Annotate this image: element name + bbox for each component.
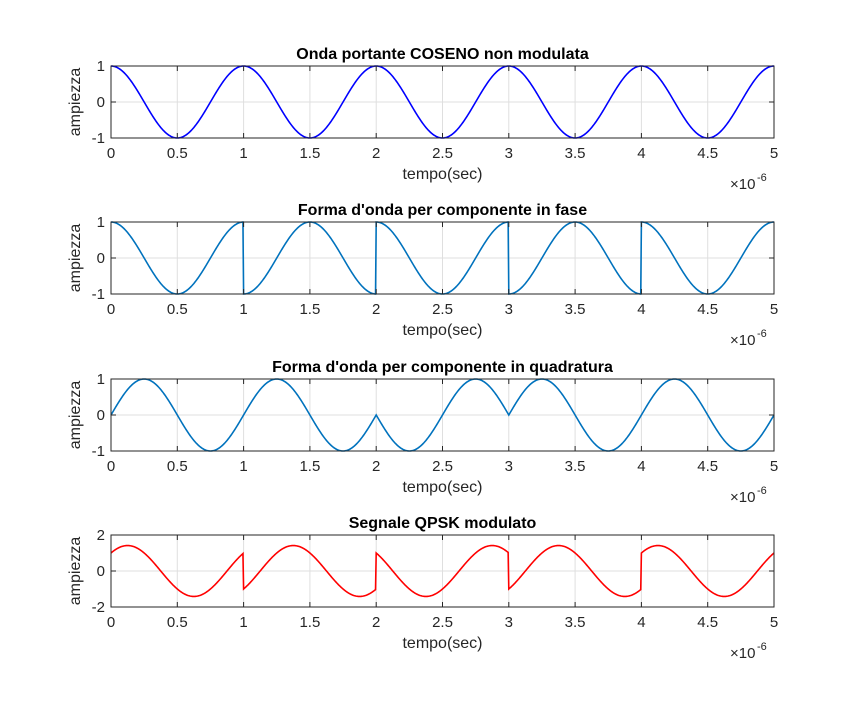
subplot-2-ytick-label-2: 1 — [97, 214, 105, 231]
subplot-3-xtick-label-2: 1 — [239, 458, 247, 475]
subplot-1-xtick-label-4: 2 — [372, 145, 380, 162]
subplot-1-xtick-label-8: 4 — [637, 145, 645, 162]
subplot-4-xtick-label-3: 1.5 — [299, 614, 320, 631]
subplot-1-xtick-label-2: 1 — [239, 145, 247, 162]
subplot-2-xtick-label-7: 3.5 — [565, 301, 586, 318]
subplot-2-xtick-label-6: 3 — [505, 301, 513, 318]
subplot-4-ylabel: ampiezza — [67, 537, 84, 606]
subplot-3-xtick-label-3: 1.5 — [299, 458, 320, 475]
subplot-1-xtick-label-6: 3 — [505, 145, 513, 162]
subplot-4-xlabel: tempo(sec) — [402, 635, 482, 652]
subplot-3-xtick-label-5: 2.5 — [432, 458, 453, 475]
subplot-1-ylabel: ampiezza — [67, 68, 84, 137]
subplot-2-xtick-label-10: 5 — [770, 301, 778, 318]
subplot-3-ytick-label-1: 0 — [97, 407, 105, 424]
subplot-3-ytick-label-0: -1 — [92, 443, 105, 460]
subplot-4-xtick-label-8: 4 — [637, 614, 645, 631]
subplot-1-xtick-label-3: 1.5 — [299, 145, 320, 162]
subplot-3-series-line — [110, 378, 775, 452]
subplot-2-x-exponent-power: -6 — [757, 328, 767, 340]
subplot-2-xtick-label-4: 2 — [372, 301, 380, 318]
subplot-4-series-line — [110, 544, 775, 598]
subplot-3-ylabel: ampiezza — [67, 381, 84, 450]
subplot-1-xtick-label-5: 2.5 — [432, 145, 453, 162]
subplot-3-xtick-label-10: 5 — [770, 458, 778, 475]
subplot-3-x-exponent-power: -6 — [757, 485, 767, 497]
subplot-3-xtick-label-1: 0.5 — [167, 458, 188, 475]
subplot-4-x-exponent-power: -6 — [757, 641, 767, 653]
subplot-2-xtick-label-2: 1 — [239, 301, 247, 318]
subplot-4-xtick-label-1: 0.5 — [167, 614, 188, 631]
subplot-3-xtick-label-9: 4.5 — [697, 458, 718, 475]
subplot-1-xtick-label-9: 4.5 — [697, 145, 718, 162]
subplot-2-xtick-label-9: 4.5 — [697, 301, 718, 318]
subplot-2-ytick-label-1: 0 — [97, 250, 105, 267]
subplot-3-xtick-label-7: 3.5 — [565, 458, 586, 475]
subplot-2-ylabel: ampiezza — [67, 224, 84, 293]
subplot-4-title: Segnale QPSK modulato — [349, 515, 537, 532]
subplot-2-xtick-label-3: 1.5 — [299, 301, 320, 318]
subplot-1-ytick-label-2: 1 — [97, 58, 105, 75]
subplot-4-ytick-label-2: 2 — [97, 527, 105, 544]
subplot-1-ytick-label-1: 0 — [97, 94, 105, 111]
subplot-2-title: Forma d'onda per componente in fase — [298, 202, 587, 219]
subplot-4-xtick-label-7: 3.5 — [565, 614, 586, 631]
subplot-4-xtick-label-4: 2 — [372, 614, 380, 631]
subplot-1-xtick-label-7: 3.5 — [565, 145, 586, 162]
subplot-1-title: Onda portante COSENO non modulata — [296, 46, 589, 63]
subplot-3-xtick-label-8: 4 — [637, 458, 645, 475]
subplot-4-xtick-label-9: 4.5 — [697, 614, 718, 631]
subplot-1-ytick-label-0: -1 — [92, 130, 105, 147]
subplot-1-xtick-label-10: 5 — [770, 145, 778, 162]
subplot-4-xtick-label-5: 2.5 — [432, 614, 453, 631]
subplot-3-xtick-label-6: 3 — [505, 458, 513, 475]
subplot-3-ytick-label-2: 1 — [97, 371, 105, 388]
subplot-2-xtick-label-8: 4 — [637, 301, 645, 318]
subplot-1-x-exponent-power: -6 — [757, 172, 767, 184]
subplot-3-xlabel: tempo(sec) — [402, 479, 482, 496]
subplot-3-xtick-label-4: 2 — [372, 458, 380, 475]
subplot-3-title: Forma d'onda per componente in quadratur… — [272, 359, 613, 376]
subplot-2-xtick-label-5: 2.5 — [432, 301, 453, 318]
subplot-4-xtick-label-6: 3 — [505, 614, 513, 631]
subplot-3-x-exponent-base: ×10 — [730, 489, 755, 506]
subplot-4-xtick-label-10: 5 — [770, 614, 778, 631]
subplot-4-ytick-label-1: 0 — [97, 563, 105, 580]
subplot-2-xtick-label-0: 0 — [107, 301, 115, 318]
subplot-4-x-exponent-base: ×10 — [730, 645, 755, 662]
subplot-1-xlabel: tempo(sec) — [402, 166, 482, 183]
subplot-2-xlabel: tempo(sec) — [402, 322, 482, 339]
subplot-1-xtick-label-1: 0.5 — [167, 145, 188, 162]
subplot-2-ytick-label-0: -1 — [92, 286, 105, 303]
subplot-1-xtick-label-0: 0 — [107, 145, 115, 162]
subplot-2-xtick-label-1: 0.5 — [167, 301, 188, 318]
subplot-1-x-exponent-base: ×10 — [730, 176, 755, 193]
subplot-4-xtick-label-0: 0 — [107, 614, 115, 631]
subplot-3-xtick-label-0: 0 — [107, 458, 115, 475]
subplot-4-xtick-label-2: 1 — [239, 614, 247, 631]
subplot-2-x-exponent-base: ×10 — [730, 332, 755, 349]
subplot-4-ytick-label-0: -2 — [92, 599, 105, 616]
